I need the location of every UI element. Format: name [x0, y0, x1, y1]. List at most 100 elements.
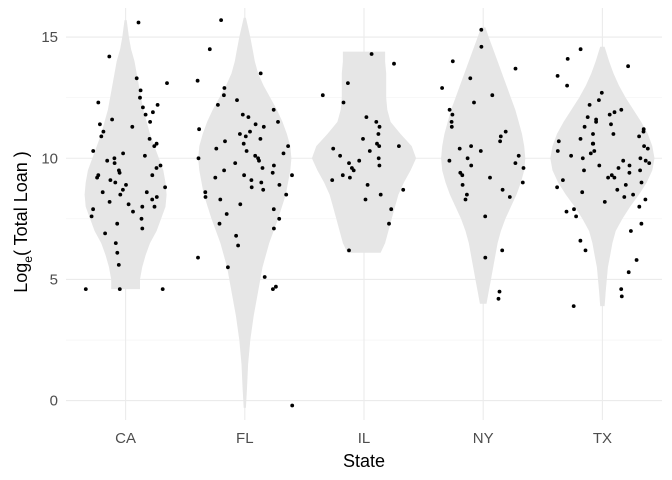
point-ca: [152, 204, 157, 209]
point-ny: [460, 173, 465, 178]
point-ca: [112, 156, 117, 161]
point-tx: [615, 187, 620, 192]
point-tx: [612, 110, 617, 115]
violin-shapes: [84, 17, 655, 408]
point-tx: [587, 103, 592, 107]
violin-tx: [550, 46, 655, 307]
point-ny: [490, 93, 495, 98]
point-fl: [222, 168, 227, 173]
point-ny: [521, 166, 526, 170]
point-ny: [497, 289, 502, 294]
point-ca: [138, 95, 142, 100]
point-ny: [520, 180, 525, 185]
point-fl: [241, 141, 246, 146]
y-tick-label: 5: [50, 271, 58, 288]
point-il: [377, 124, 382, 129]
point-ca: [151, 110, 155, 115]
point-fl: [196, 156, 201, 161]
point-fl: [213, 175, 218, 180]
point-tx: [616, 166, 621, 170]
point-il: [392, 61, 396, 66]
point-ca: [165, 81, 169, 85]
point-ny: [513, 66, 518, 71]
point-tx: [590, 141, 595, 146]
point-tx: [599, 90, 604, 95]
point-fl: [207, 47, 212, 52]
point-tx: [627, 163, 632, 168]
point-fl: [226, 265, 230, 270]
point-tx: [555, 74, 560, 78]
point-ca: [108, 178, 113, 183]
point-tx: [591, 132, 595, 136]
point-ca: [134, 76, 139, 81]
point-ny: [447, 107, 452, 112]
x-tick-label-ca: CA: [115, 430, 136, 447]
point-ny: [469, 144, 473, 149]
point-il: [397, 144, 401, 149]
point-ca: [115, 250, 120, 255]
point-fl: [253, 122, 258, 127]
point-ca: [107, 54, 112, 59]
point-ca: [115, 221, 120, 226]
point-tx: [637, 134, 641, 139]
point-ca: [83, 287, 88, 291]
point-fl: [257, 158, 261, 163]
point-fl: [290, 173, 294, 178]
point-ca: [91, 149, 96, 153]
point-ca: [107, 200, 112, 204]
point-tx: [623, 183, 628, 187]
point-tx: [634, 258, 639, 262]
point-ny: [500, 187, 505, 192]
point-fl: [222, 93, 226, 98]
point-ny: [513, 161, 518, 166]
point-fl: [258, 71, 263, 76]
point-ca: [140, 204, 145, 209]
point-tx: [582, 168, 586, 173]
point-fl: [243, 134, 248, 139]
point-tx: [643, 158, 648, 163]
point-fl: [195, 78, 200, 83]
point-ca: [163, 185, 168, 190]
point-tx: [638, 168, 642, 173]
point-il: [375, 141, 379, 146]
point-ny: [440, 86, 444, 90]
point-tx: [642, 144, 646, 149]
point-il: [377, 163, 382, 168]
point-tx: [619, 294, 624, 299]
y-axis-title-rest: ( Total Loan ): [11, 151, 31, 256]
point-ca: [124, 183, 128, 187]
point-ca: [148, 120, 153, 124]
x-tick-labels: CA FL IL NY TX: [115, 430, 612, 447]
point-fl: [234, 233, 239, 238]
point-tx: [611, 132, 616, 136]
point-il: [377, 144, 382, 149]
point-ny: [468, 76, 473, 81]
point-ca: [121, 151, 125, 156]
point-tx: [607, 112, 612, 117]
point-fl: [236, 243, 241, 248]
point-tx: [621, 158, 626, 163]
point-tx: [609, 122, 613, 127]
point-fl: [224, 212, 229, 216]
point-fl: [196, 255, 200, 260]
point-il: [376, 156, 381, 161]
point-fl: [214, 146, 219, 151]
point-tx: [629, 229, 633, 233]
point-ca: [154, 195, 159, 199]
point-ca: [144, 190, 149, 195]
point-ny: [460, 183, 465, 187]
point-ca: [95, 175, 99, 180]
point-tx: [645, 146, 650, 151]
point-ny: [447, 158, 452, 163]
point-ca: [136, 20, 141, 25]
point-ca: [96, 100, 101, 105]
point-tx: [637, 204, 642, 209]
point-fl: [277, 183, 282, 187]
point-tx: [622, 195, 627, 199]
point-tx: [627, 170, 632, 175]
point-ca: [98, 122, 102, 127]
point-fl: [216, 103, 220, 107]
point-ny: [479, 27, 484, 32]
point-tx: [555, 149, 560, 153]
point-ca: [110, 117, 114, 122]
